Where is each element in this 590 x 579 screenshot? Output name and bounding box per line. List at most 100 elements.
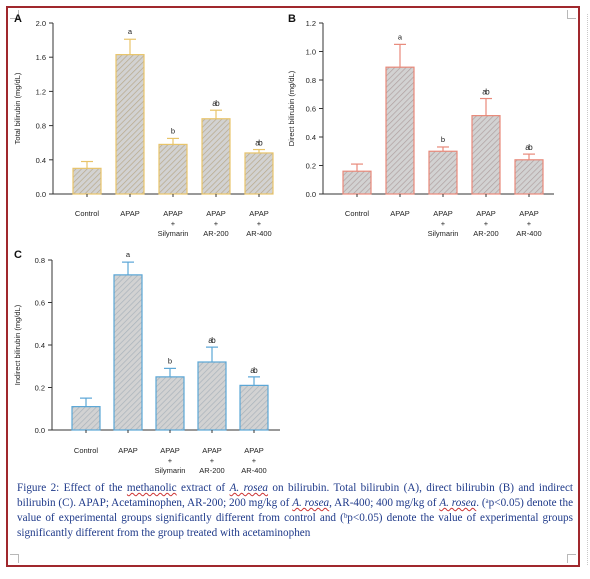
significance-label: a [128,27,133,36]
significance-label: a [255,139,260,148]
x-tick-label: APAP [244,446,263,455]
x-tick-label: AR-400 [246,229,271,238]
x-tick-label: + [252,456,257,465]
corner-mark [10,554,19,563]
margin-guide-line [587,14,588,565]
y-tick-label: 0.6 [306,105,316,114]
x-tick-label: Silymarin [155,466,186,475]
x-tick-label: APAP [118,446,137,455]
caption-text: on bilirubin. Total bilirubin (A), direc… [17,482,574,509]
bar [155,376,185,431]
significance-label: a [482,88,487,97]
y-tick-label: 0.0 [35,426,45,435]
y-tick-label: 0.2 [35,384,45,393]
y-tick-label: 0.4 [35,341,45,350]
corner-mark [567,554,576,563]
significance-label: b [171,126,175,135]
y-tick-label: 0.8 [35,256,45,265]
x-tick-label: Control [345,209,370,218]
significance-label: b [168,356,172,365]
bar [115,54,145,195]
x-tick-label: APAP [120,209,139,218]
y-axis-label: Total bilirubin (mg/dL) [13,72,22,144]
x-tick-label: AR-400 [516,229,541,238]
bar [239,384,269,431]
caption-text: Figure 2: Effect of the [17,482,123,494]
bar [244,152,274,195]
x-tick-label: APAP [390,209,409,218]
y-axis-label: Direct bilirubin (mg/dL) [287,70,296,146]
corner-mark [567,10,576,19]
y-tick-label: 0.2 [306,162,316,171]
significance-label: a [208,336,213,345]
chart-indirect-bilirubin: C 0.0 0.2 0.4 0.6 0.8 Indirect bilirubin (mg/d… [13,249,280,475]
caption-text: . (ᵃp<0.05) denote the value of experime… [17,497,574,539]
x-tick-label: + [214,219,219,228]
y-tick-label: 0.4 [306,133,316,142]
species-name: A. rosea [439,497,477,509]
x-tick-label: + [484,219,489,228]
x-tick-label: + [441,219,446,228]
bar [158,143,188,195]
x-tick-label: Control [74,446,99,455]
significance-label: b [528,143,533,152]
caption-text: methanolic [126,482,177,494]
bar [471,115,501,195]
species-name: A. rosea [229,482,269,494]
x-tick-label: APAP [476,209,495,218]
x-tick-label: + [527,219,532,228]
bar [72,167,102,195]
x-tick-label: APAP [202,446,221,455]
x-tick-label: + [257,219,262,228]
chart-direct-bilirubin: B 0.0 0.2 0.4 0.6 0.8 1.0 1.2 Direct bilirubin (… [287,13,554,238]
significance-label: a [250,366,255,375]
x-tick-label: Control [75,209,100,218]
x-tick-label: Silymarin [428,229,459,238]
y-tick-label: 0.4 [36,156,46,165]
x-tick-label: + [171,219,176,228]
bar [201,118,231,195]
significance-label: b [215,99,220,108]
y-tick-label: 1.2 [36,87,46,96]
significance-label: a [525,143,530,152]
bar [342,170,372,195]
significance-label: a [126,250,131,259]
x-tick-label: APAP [519,209,538,218]
figure-caption: Figure 2: Effect of the methanolic extra… [17,481,573,541]
significance-label: a [212,99,217,108]
x-tick-label: APAP [433,209,452,218]
x-tick-label: AR-400 [241,466,266,475]
significance-label: a [398,32,403,41]
y-tick-label: 2.0 [36,19,46,28]
significance-label: b [258,139,263,148]
corner-mark [10,10,19,19]
y-tick-label: 1.2 [306,19,316,28]
y-tick-label: 0.0 [36,190,46,199]
species-name: A. rosea [292,497,330,509]
bar [71,406,101,431]
x-tick-label: AR-200 [199,466,224,475]
panel-label: A [14,13,22,25]
x-tick-label: AR-200 [203,229,228,238]
significance-label: b [211,336,216,345]
bar [113,274,143,431]
x-tick-label: APAP [249,209,268,218]
bar [197,361,227,431]
y-tick-label: 0.8 [36,122,46,131]
y-tick-label: 0.0 [306,190,316,199]
significance-label: b [485,88,490,97]
bar [428,150,458,195]
y-axis-label: Indirect bilirubin (mg/dL) [13,304,22,385]
figure-frame [6,6,580,567]
y-tick-label: 0.6 [35,299,45,308]
x-tick-label: APAP [163,209,182,218]
bar [385,66,415,195]
x-tick-label: APAP [160,446,179,455]
significance-label: b [253,366,258,375]
y-tick-label: 0.8 [306,76,316,85]
caption-text: , AR-400; 400 mg/kg of [329,497,437,509]
x-tick-label: APAP [206,209,225,218]
chart-total-bilirubin: A 0.0 0.4 0.8 1.2 1.6 2.0 Total bilirubin (mg/d… [13,13,274,238]
y-tick-label: 1.0 [306,48,316,57]
bar [514,159,544,195]
